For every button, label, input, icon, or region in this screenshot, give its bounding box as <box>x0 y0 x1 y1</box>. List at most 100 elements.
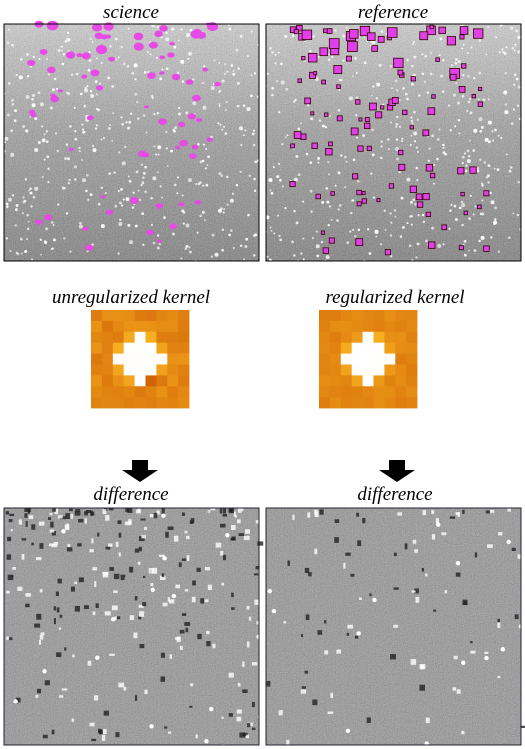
kernel-pixel <box>167 386 179 398</box>
star <box>43 133 46 136</box>
mask <box>185 79 194 85</box>
residual <box>142 602 147 607</box>
mask <box>301 29 313 41</box>
residual <box>190 683 194 687</box>
kernel-pixel <box>101 364 114 376</box>
star <box>143 71 147 74</box>
star <box>498 51 501 54</box>
star <box>477 98 480 101</box>
mask <box>35 219 43 225</box>
star <box>120 45 123 49</box>
mask <box>415 193 423 201</box>
residual <box>116 616 121 620</box>
mask <box>369 102 377 111</box>
star <box>509 166 513 169</box>
star <box>32 55 35 58</box>
residual <box>133 632 138 639</box>
star <box>189 28 193 32</box>
kernel-pixel <box>340 310 352 322</box>
star <box>328 205 332 208</box>
residual <box>66 547 73 552</box>
star <box>380 30 384 33</box>
kernel-pixel <box>145 386 157 398</box>
mask <box>367 32 376 41</box>
residual <box>51 729 55 735</box>
residual <box>251 662 258 666</box>
star <box>128 120 132 124</box>
star <box>28 189 31 192</box>
mask <box>39 48 48 55</box>
star <box>482 98 486 102</box>
panel-label: reference <box>358 2 428 23</box>
star <box>513 83 516 87</box>
kernel-pixel <box>178 386 190 398</box>
star <box>422 220 426 223</box>
star <box>57 203 60 206</box>
star <box>476 169 480 173</box>
mask <box>65 51 76 59</box>
star <box>26 75 30 78</box>
star <box>327 58 331 62</box>
kernel-pixel <box>319 375 331 387</box>
star <box>22 125 26 128</box>
star <box>30 205 33 208</box>
star <box>26 238 29 241</box>
image-border <box>265 507 522 746</box>
kernel-pixel <box>112 386 124 398</box>
star <box>174 126 177 130</box>
panel-label: science <box>103 2 159 23</box>
residual <box>231 607 235 610</box>
star <box>270 191 274 195</box>
kernel-pixel <box>395 375 407 387</box>
residual <box>411 590 416 593</box>
mask <box>146 229 154 236</box>
star <box>510 122 514 125</box>
residual <box>317 630 323 635</box>
star <box>439 37 443 41</box>
arrow <box>122 460 158 482</box>
image-border <box>3 23 260 262</box>
star <box>497 134 500 137</box>
star <box>6 41 10 45</box>
residual <box>38 639 42 645</box>
mask <box>380 105 385 110</box>
residual <box>506 539 511 545</box>
star <box>176 176 180 179</box>
star <box>326 200 330 204</box>
star <box>49 106 53 110</box>
residual <box>305 614 310 621</box>
mask <box>179 139 188 147</box>
residual <box>304 670 309 674</box>
mask <box>147 72 156 79</box>
residual <box>369 593 372 597</box>
residual <box>25 593 31 597</box>
star <box>375 235 378 238</box>
star <box>436 157 439 161</box>
residual <box>149 724 154 729</box>
star <box>391 87 394 90</box>
star <box>253 177 256 181</box>
star <box>41 175 44 179</box>
star <box>7 197 12 202</box>
mask <box>387 27 398 38</box>
star <box>22 200 26 204</box>
kernel-pixel <box>351 364 363 376</box>
star <box>70 73 74 77</box>
mask <box>191 144 199 150</box>
residual <box>142 575 146 578</box>
star <box>73 177 77 181</box>
residual <box>330 692 334 698</box>
mask <box>458 245 464 251</box>
star <box>161 68 164 71</box>
residual <box>61 688 68 691</box>
star <box>137 189 140 192</box>
star <box>493 167 496 170</box>
star <box>218 172 222 175</box>
star <box>437 243 442 248</box>
kernel-pixel <box>134 386 146 398</box>
residual <box>455 560 461 566</box>
star <box>413 140 417 143</box>
mask <box>290 143 296 149</box>
star <box>25 53 29 57</box>
mask <box>371 45 378 52</box>
